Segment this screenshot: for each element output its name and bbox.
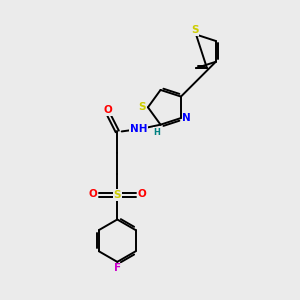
Text: NH: NH [130,124,147,134]
Text: S: S [113,190,121,200]
Text: O: O [88,189,97,199]
Text: N: N [182,113,191,123]
Text: F: F [114,263,121,273]
Text: S: S [138,102,146,112]
Text: O: O [138,189,146,199]
Text: H: H [153,128,160,136]
Text: O: O [103,105,112,115]
Text: S: S [191,25,198,35]
